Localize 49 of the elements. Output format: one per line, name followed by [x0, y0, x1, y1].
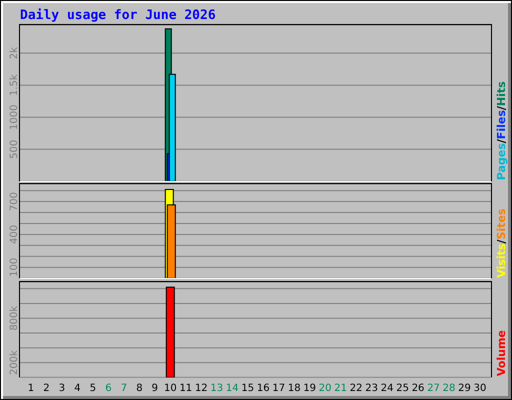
- x-tick-label: 22: [350, 382, 363, 394]
- x-tick-label: 7: [120, 382, 128, 394]
- text: /: [495, 138, 508, 144]
- x-tick-label: 27: [427, 382, 440, 394]
- x-tick-label: 4: [74, 382, 81, 394]
- text: Pages: [495, 142, 508, 180]
- y-tick-label: 1.5k: [9, 74, 20, 96]
- x-tick-label: 1: [28, 382, 34, 394]
- y-tick-label: 500: [9, 140, 20, 159]
- y-tick-label: 100: [9, 258, 20, 277]
- x-tick-label: 15: [241, 382, 254, 394]
- x-tick-label: 16: [256, 382, 270, 394]
- x-tick-label: 20: [318, 382, 332, 394]
- y-tick-label: 400: [9, 224, 20, 244]
- x-tick-label: 10: [164, 382, 177, 394]
- x-tick-label: 3: [58, 382, 66, 394]
- text: Hits: [495, 80, 508, 106]
- x-tick-label: 28: [442, 382, 456, 394]
- x-tick-label: 18: [288, 382, 301, 394]
- x-tick-label: 11: [179, 382, 192, 394]
- x-tick-label: 6: [105, 382, 112, 394]
- x-tick-label: 30: [474, 382, 486, 394]
- text: Volume: [495, 330, 508, 376]
- chart-title: Daily usage for June 2026: [20, 8, 216, 23]
- x-tick-label: 9: [152, 382, 158, 394]
- x-tick-label: 21: [334, 382, 348, 394]
- y-tick-label: 700: [9, 192, 20, 212]
- x-tick-label: 17: [272, 382, 286, 394]
- x-tick-label: 29: [458, 382, 471, 394]
- y-tick-label: 800k: [9, 305, 20, 330]
- x-tick-label: 12: [194, 382, 208, 394]
- x-tick-label: 2: [43, 382, 50, 394]
- text: Visits: [495, 242, 508, 278]
- text: Files: [495, 110, 508, 140]
- x-tick-label: 23: [365, 382, 378, 394]
- text: /: [495, 238, 508, 244]
- x-tick-label: 24: [380, 382, 394, 394]
- text: Sites: [495, 208, 508, 240]
- x-tick-label: 8: [136, 382, 143, 394]
- x-tick-label: 19: [303, 382, 316, 394]
- y-tick-label: 2k: [9, 46, 20, 60]
- x-tick-label: 26: [412, 382, 424, 394]
- y-tick-label: 200k: [9, 350, 20, 375]
- x-tick-label: 13: [210, 382, 224, 394]
- y-tick-label: 1000: [9, 104, 20, 130]
- x-tick-label: 5: [90, 382, 96, 394]
- x-tick-label: 14: [226, 382, 239, 394]
- text: /: [495, 105, 508, 110]
- x-tick-label: 25: [396, 382, 409, 394]
